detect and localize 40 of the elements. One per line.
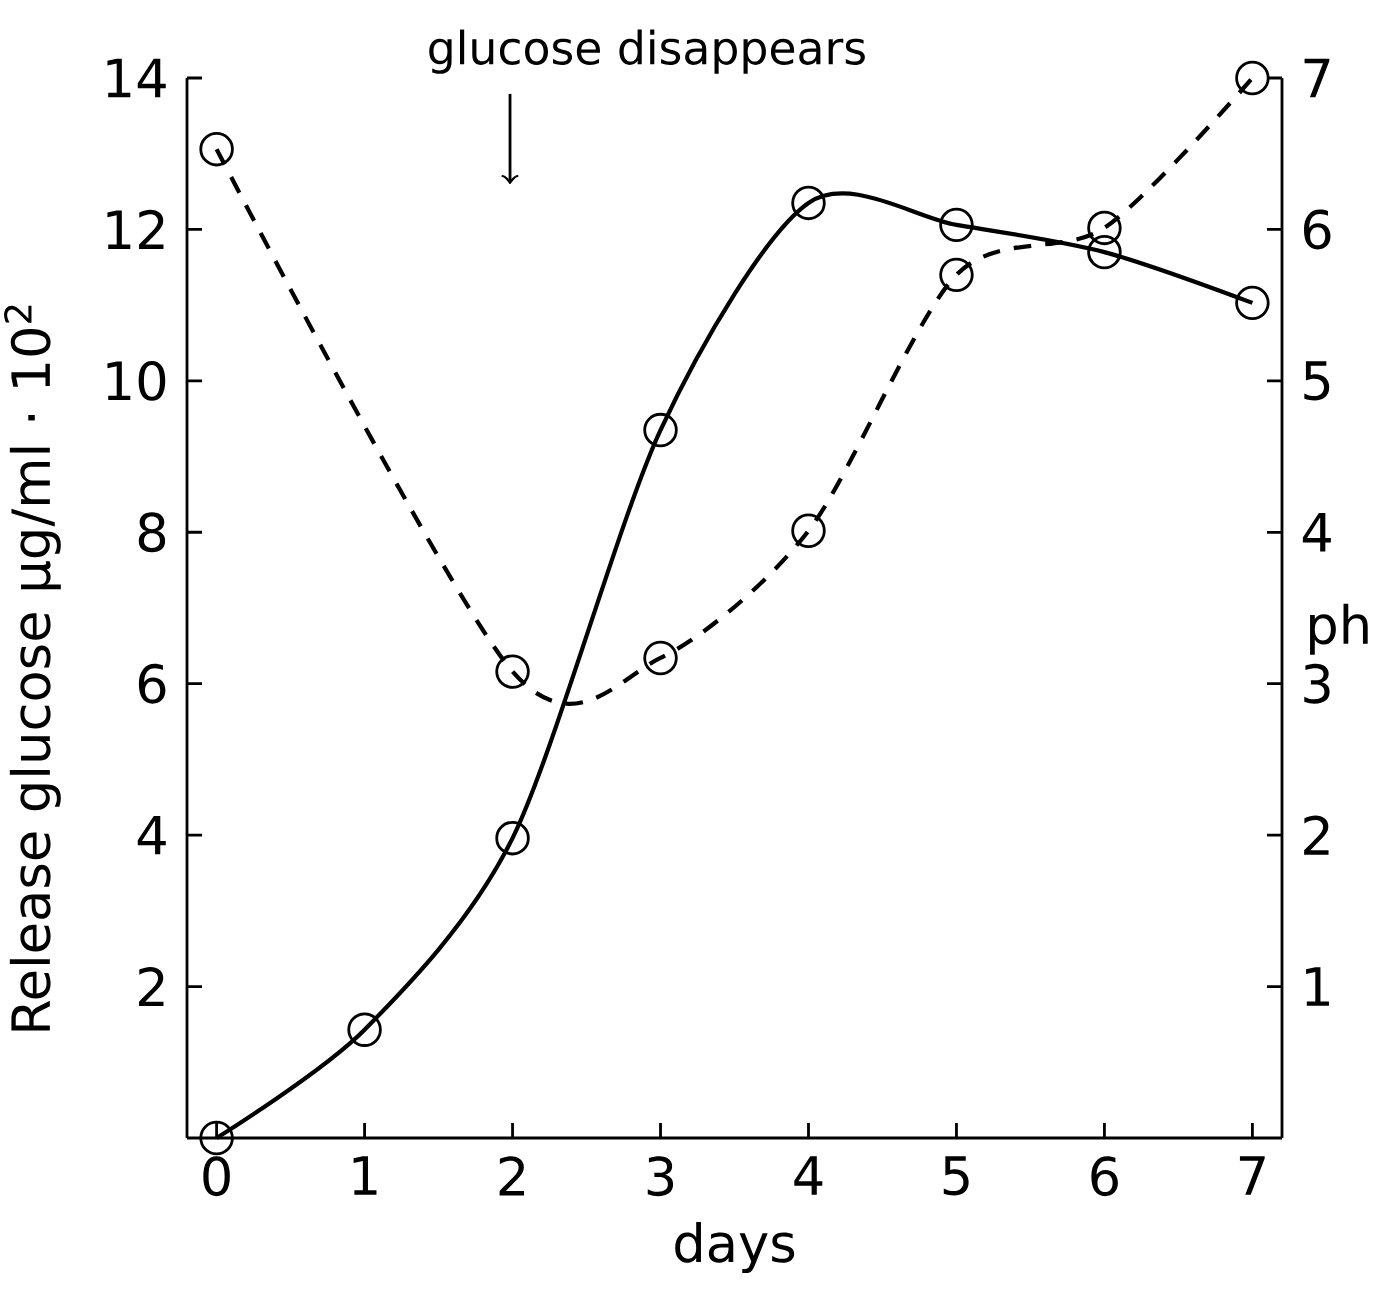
y2-tick-label: 6 <box>1303 209 1331 250</box>
point <box>1087 234 1122 270</box>
x-tick-label: 1 <box>353 1156 377 1195</box>
x-tick-label: 3 <box>647 1156 674 1197</box>
x-tick-label: 4 <box>794 1156 823 1195</box>
y2-axis-title: ph <box>1310 603 1368 655</box>
y2-tick-label: 7 <box>1304 58 1330 98</box>
y-tick-label: 4 <box>137 815 166 855</box>
y-axis-title: Release glucose µg/ml · 10$^{2}$ <box>4 305 61 1031</box>
point <box>791 513 826 548</box>
point <box>791 185 826 221</box>
point <box>199 1120 234 1156</box>
y-tick-label: 2 <box>139 966 164 1007</box>
y2-tick-label: 4 <box>1302 513 1331 552</box>
x-axis-title: days <box>675 1222 795 1273</box>
point <box>643 640 678 676</box>
y-tick-label: 6 <box>138 663 166 704</box>
point <box>939 207 974 243</box>
y-tick-label: 10 <box>107 360 166 401</box>
point <box>1235 285 1270 321</box>
point <box>199 131 234 167</box>
point <box>495 820 530 856</box>
y2-tick-label: 1 <box>1306 967 1329 1006</box>
y-tick-label: 14 <box>107 58 166 98</box>
y2-tick-label: 3 <box>1304 663 1330 704</box>
point <box>939 257 974 293</box>
x-tick-label: 7 <box>1239 1156 1265 1195</box>
point <box>643 412 678 448</box>
y-tick-label: 8 <box>138 512 166 553</box>
x-tick-label: 0 <box>203 1156 230 1197</box>
y-tick-label: 12 <box>107 209 164 249</box>
y2-tick-label: 2 <box>1304 815 1329 855</box>
x-tick-label: 2 <box>499 1156 525 1196</box>
point <box>1087 210 1122 246</box>
point <box>495 654 530 689</box>
x-tick-label: 6 <box>1091 1156 1118 1197</box>
x-tick-label: 5 <box>943 1156 969 1196</box>
text: glucose disappears <box>429 29 865 74</box>
y2-tick-label: 5 <box>1304 361 1330 401</box>
point <box>347 1012 382 1047</box>
